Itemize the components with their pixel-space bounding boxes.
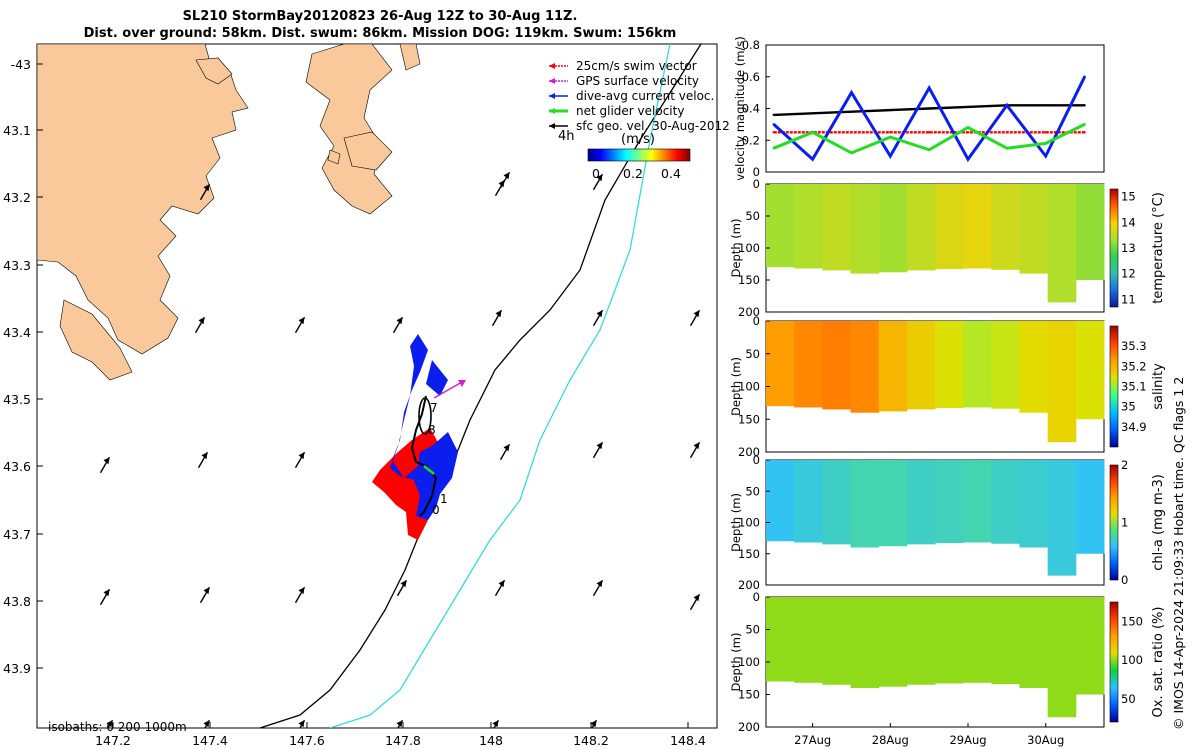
sfc-geo-arrow	[491, 309, 503, 327]
x-tick-label: 147.4	[192, 733, 228, 748]
sfc-geo-arrow	[99, 456, 111, 474]
sfc-geo-arrow	[689, 593, 701, 611]
isobath-label: isobaths: 0 200 1000m	[48, 720, 187, 734]
sfc-geo-arrow	[294, 316, 306, 334]
map-axes: 147.2 147.4 147.6 147.8 148 148.2 148.4 -43 43.1…	[3, 57, 706, 748]
dive-avg-current-cloud	[426, 360, 448, 396]
sfc-geo-arrow	[298, 719, 306, 728]
land-polygon	[327, 149, 341, 165]
y-tick-label: 43.5	[3, 392, 31, 407]
legend-arrowhead	[549, 78, 555, 84]
dive-avg-current-cloud	[390, 334, 458, 520]
colorbar-tick-label: 0	[592, 166, 600, 181]
x-tick-label: 148	[479, 733, 503, 748]
y-tick-label: -43	[11, 57, 31, 72]
colorbar-left-label: 4h	[558, 129, 575, 144]
sfc-geo-arrow	[499, 443, 511, 461]
land-polygon	[399, 44, 421, 71]
x-tick-label: 147.2	[95, 733, 131, 748]
sfc-geo-arrow	[590, 719, 598, 728]
isobaths	[259, 44, 702, 728]
track-label: 1	[440, 492, 448, 506]
legend-label: 25cm/s swim vector	[576, 59, 697, 73]
sfc-geo-arrow	[197, 451, 209, 469]
legend-arrowhead	[549, 63, 555, 69]
sfc-geo-arrow	[592, 579, 604, 597]
sfc-geo-arrow	[592, 309, 604, 327]
sfc-geo-arrow	[592, 441, 604, 459]
legend-label: net glider velocity	[576, 104, 684, 118]
legend-arrowhead	[549, 93, 555, 99]
sfc-geo-arrow	[199, 183, 211, 201]
land-polygon	[305, 44, 393, 215]
land-polygon	[37, 44, 249, 355]
sfc-geo-arrow	[392, 316, 404, 334]
sfc-geo-velocity-arrows	[99, 171, 701, 728]
y-tick-label: 43.9	[3, 661, 31, 676]
y-tick-label: 43.2	[3, 190, 31, 205]
chart-title-line-2: Dist. over ground: 58km. Dist. swum: 86k…	[83, 26, 677, 41]
colorbar-tick-label: 0.4	[661, 166, 681, 181]
chart-title-line-1: SL210 StormBay20120823 26-Aug 12Z to 30-…	[182, 9, 578, 24]
sfc-geo-arrow	[199, 586, 211, 604]
legend-arrowhead	[549, 123, 555, 129]
gps-velocity-arrowhead	[458, 380, 466, 387]
legend-label: dive-avg current veloc.	[576, 89, 714, 103]
speed-colorbar: 4h (m/s) 0 0.2 0.4	[558, 129, 691, 181]
x-tick-label: 148.2	[573, 733, 609, 748]
sfc-geo-arrow	[689, 309, 701, 327]
isobath-1000m-line	[329, 44, 671, 728]
glider-track: 7 8 10	[372, 334, 466, 540]
legend-label: GPS surface velocity	[576, 74, 699, 88]
track-label: 8	[428, 423, 436, 437]
sfc-geo-arrow	[396, 719, 404, 728]
legend-arrowhead	[549, 108, 555, 114]
sfc-geo-arrow	[499, 171, 511, 189]
glider-path-loop	[418, 397, 432, 435]
colorbar-bar	[587, 148, 691, 162]
land-polygon	[343, 131, 393, 171]
sfc-geo-arrow	[294, 586, 306, 604]
x-tick-label: 147.8	[385, 733, 421, 748]
gps-velocity-arrow	[433, 381, 463, 399]
sfc-geo-arrow	[294, 451, 306, 469]
land-polygon	[59, 299, 133, 381]
credit-text: © IMOS 14-Apr-2024 21:09:33 Hobart time.…	[1171, 376, 1186, 730]
sfc-geo-arrow	[203, 719, 211, 728]
y-tick-label: 43.8	[3, 594, 31, 609]
sfc-geo-arrow	[494, 579, 506, 597]
sfc-geo-arrow	[592, 173, 604, 191]
y-tick-label: 43.7	[3, 527, 31, 542]
x-tick-label: 147.6	[289, 733, 325, 748]
legend-label: sfc geo. vel. 30-Aug-2012	[576, 119, 730, 133]
tasmania-land	[37, 44, 421, 381]
track-label: 0	[432, 503, 440, 517]
isobath-200m-line	[259, 44, 702, 728]
sfc-geo-arrow	[99, 588, 111, 606]
net-glider-velocity-arrow	[423, 465, 435, 475]
sfc-geo-arrow	[194, 316, 206, 334]
sfc-geo-arrow	[492, 719, 500, 728]
sfc-geo-arrow	[396, 579, 408, 597]
y-tick-label: 43.1	[3, 123, 31, 138]
y-tick-label: 43.6	[3, 459, 31, 474]
x-tick-label: 148.4	[670, 733, 706, 748]
colorbar-tick-label: 0.2	[623, 166, 643, 181]
sfc-geo-arrow	[689, 441, 701, 459]
y-tick-label: 43.4	[3, 325, 31, 340]
y-tick-label: 43.3	[3, 258, 31, 273]
sfc-geo-arrow	[106, 719, 114, 728]
track-label: 7	[430, 401, 438, 415]
colorbar-unit: (m/s)	[621, 132, 655, 147]
land-polygon	[195, 57, 233, 85]
